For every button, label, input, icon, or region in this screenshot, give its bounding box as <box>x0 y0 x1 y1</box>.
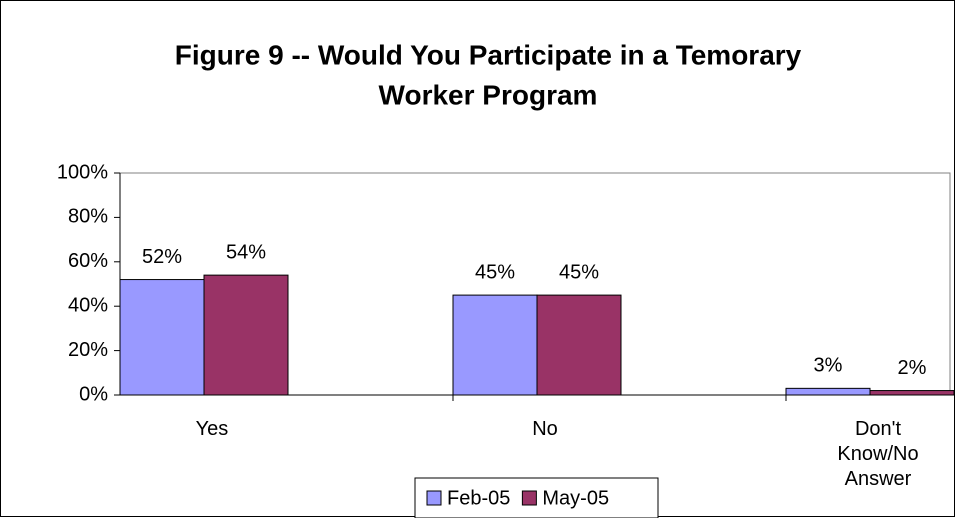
y-tick-label: 100% <box>57 161 108 183</box>
y-tick-label: 0% <box>79 383 108 405</box>
x-tick-label: No <box>532 418 558 440</box>
x-tick-label: Yes <box>195 418 229 440</box>
chart-title: Figure 9 -- Would You Participate in a T… <box>175 39 802 70</box>
bar <box>536 294 622 396</box>
y-tick-label: 40% <box>68 294 108 316</box>
data-label: 45% <box>475 261 515 283</box>
bar <box>869 390 955 396</box>
y-tick-label: 20% <box>68 339 108 361</box>
bar <box>203 274 289 396</box>
data-label: 2% <box>898 357 927 379</box>
legend-label: May-05 <box>542 487 609 509</box>
legend-swatch <box>426 490 442 506</box>
data-label: 3% <box>814 355 843 377</box>
legend-swatch <box>521 490 537 506</box>
legend-label: Feb-05 <box>447 487 510 509</box>
x-tick-label: Don't Know/No Answer <box>837 418 919 490</box>
data-label: 52% <box>142 246 182 268</box>
chart-title: Worker Program <box>379 79 598 110</box>
bar <box>785 387 871 396</box>
y-tick-label: 60% <box>68 250 108 272</box>
y-tick-label: 80% <box>68 206 108 228</box>
data-label: 54% <box>226 241 266 263</box>
data-label: 45% <box>559 261 599 283</box>
bar <box>119 279 205 396</box>
bar <box>452 294 538 396</box>
